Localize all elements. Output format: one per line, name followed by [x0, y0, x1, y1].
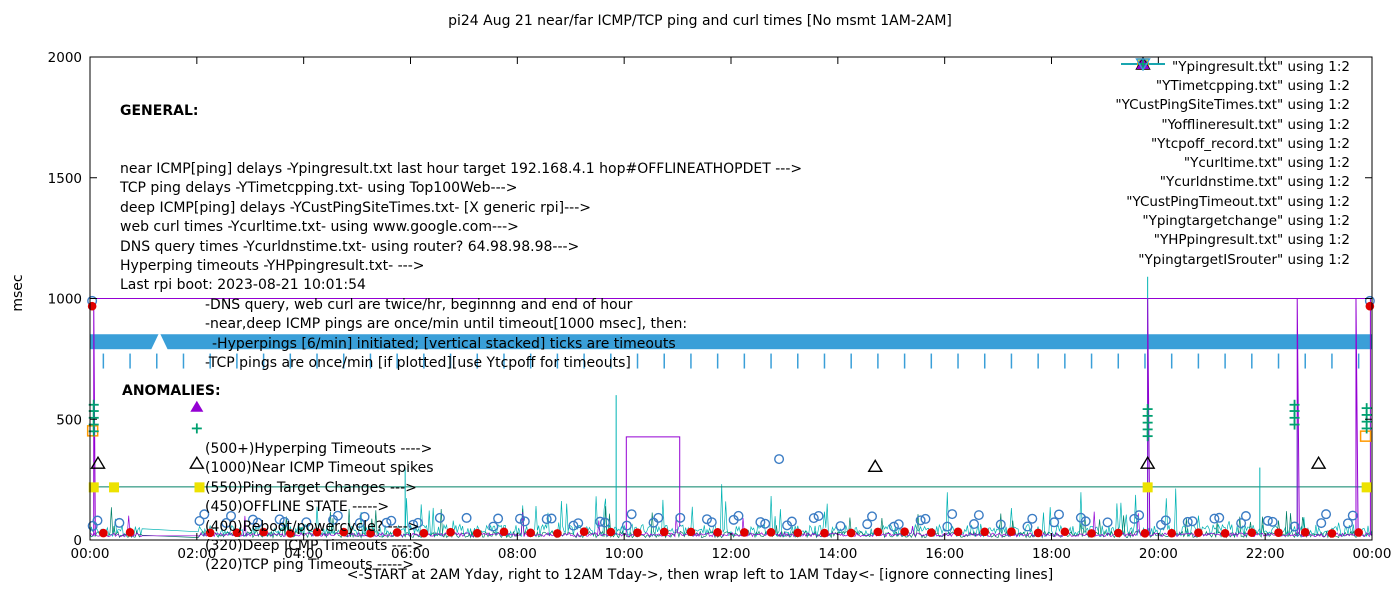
anomaly-lines: (500+)Hyperping Timeouts ----> (1000)Near…	[205, 440, 434, 576]
x-axis-label: <-START at 2AM Yday, right to 12AM Tday-…	[346, 567, 1054, 583]
legend-label: "YTimetcpping.txt" using 1:2	[1155, 77, 1350, 94]
legend-row: "YCustPingTimeout.txt" using 1:2	[1115, 57, 1358, 211]
legend-row: "YHPpingresult.txt" using 1:2	[1115, 59, 1358, 250]
x-tick-label: 00:00	[1353, 546, 1392, 562]
general-line: Hyperping timeouts -YHPpingresult.txt- -…	[120, 258, 425, 275]
legend-label: "Ycurltime.txt" using 1:2	[1183, 155, 1350, 172]
x-tick-label: 12:00	[712, 546, 751, 562]
anomaly-line: (320)Deep ICMP Timeouts ---->	[205, 538, 424, 555]
anomalies-annotations: ANOMALIES: (500+)Hyperping Timeouts ----…	[122, 343, 434, 600]
x-tick-label: 16:00	[925, 546, 964, 562]
general-heading: GENERAL:	[120, 102, 199, 119]
y-tick-label: 0	[73, 533, 82, 549]
legend-label: "Yofflineresult.txt" using 1:2	[1161, 116, 1350, 133]
general-line: DNS query times -Ycurldnstime.txt- using…	[120, 238, 580, 255]
legend-label: "YCustPingSiteTimes.txt" using 1:2	[1115, 97, 1350, 114]
anomaly-line: (500+)Hyperping Timeouts ---->	[205, 441, 433, 458]
x-tick-label: 06:00	[391, 546, 430, 562]
x-tick-label: 04:00	[284, 546, 323, 562]
y-tick-label: 2000	[48, 50, 82, 66]
general-line: TCP ping delays -YTimetcpping.txt- using…	[120, 180, 518, 197]
anomaly-line: (400)Reboot/powercycle? ---->	[205, 518, 420, 535]
legend-row: "Ypingtargetchange" using 1:2	[1115, 58, 1358, 230]
x-tick-label: 18:00	[1032, 546, 1071, 562]
general-line: Last rpi boot: 2023-08-21 10:01:54	[120, 277, 366, 294]
legend-row: "Yofflineresult.txt" using 1:2	[1115, 58, 1358, 134]
anomaly-line: (550)Ping Target Changes --->	[205, 479, 417, 496]
x-tick-label: 14:00	[818, 546, 857, 562]
general-line: -near,deep ICMP pings are once/min until…	[205, 316, 688, 333]
x-tick-label: 20:00	[1139, 546, 1178, 562]
general-line: -DNS query, web curl are twice/hr, begin…	[205, 296, 633, 313]
legend-label: "Ytcpoff_record.txt" using 1:2	[1150, 135, 1350, 152]
general-line: deep ICMP[ping] delays -YCustPingSiteTim…	[120, 199, 591, 216]
legend-row: "Ytcpoff_record.txt" using 1:2	[1115, 59, 1358, 153]
y-tick-label: 500	[56, 412, 82, 428]
x-tick-label: 08:00	[498, 546, 537, 562]
general-line: web curl times -Ycurltime.txt- using www…	[120, 219, 519, 236]
legend-label: "Ypingresult.txt" using 1:2	[1172, 58, 1350, 75]
legend-label: "Ypingtargetchange" using 1:2	[1142, 213, 1350, 230]
ping-event	[1296, 298, 1300, 534]
y-tick-label: 1500	[48, 171, 82, 187]
legend-row: "YTimetcpping.txt" using 1:2	[1115, 63, 1358, 95]
general-line: near ICMP[ping] delays -Ypingresult.txt …	[120, 161, 803, 178]
anomaly-line: (220)TCP ping Timeouts ----->	[205, 557, 414, 574]
ping-event	[1355, 298, 1359, 534]
anomalies-heading: ANOMALIES:	[122, 382, 221, 399]
tcp_baseline	[89, 506, 1373, 539]
legend-label: "Ycurldnstime.txt" using 1:2	[1159, 174, 1350, 191]
legend-label: "YpingtargetISrouter" using 1:2	[1138, 251, 1350, 268]
legend-row: "Ycurldnstime.txt" using 1:2	[1115, 59, 1358, 192]
isrouter-band	[90, 334, 1372, 350]
general-line: -TCP pings are once/min [if plotted][use…	[205, 355, 631, 372]
general-line: -Hyperpings [6/min] initiated; [vertical…	[212, 335, 676, 352]
legend-row: "YCustPingSiteTimes.txt" using 1:2	[1115, 63, 1358, 115]
ping-event	[1147, 298, 1151, 534]
anomaly-line: (1000)Near ICMP Timeout spikes	[205, 460, 434, 477]
x-tick-label: 22:00	[1246, 546, 1285, 562]
x-tick-label: 00:00	[71, 546, 110, 562]
no-msmt-gap	[150, 332, 169, 352]
anomaly-line: (450)OFFLINE STATE ----->	[205, 499, 390, 516]
legend-label: "YHPpingresult.txt" using 1:2	[1153, 232, 1350, 249]
legend-row: "YpingtargetISrouter" using 1:2	[1115, 58, 1358, 269]
general-annotations: GENERAL: near ICMP[ping] delays -Ypingre…	[120, 63, 802, 412]
y-tick-label: 1000	[48, 292, 82, 308]
x-tick-label: 10:00	[605, 546, 644, 562]
chart-title: pi24 Aug 21 near/far ICMP/TCP ping and c…	[448, 13, 952, 29]
legend-row: "Ycurltime.txt" using 1:2	[1115, 58, 1358, 172]
ping-event	[625, 436, 681, 533]
general-lines: near ICMP[ping] delays -Ypingresult.txt …	[120, 160, 802, 373]
legend: "Ypingresult.txt" using 1:2 "YTimetcpping…	[1115, 57, 1358, 269]
x-tick-label: 02:00	[177, 546, 216, 562]
legend-label: "YCustPingTimeout.txt" using 1:2	[1126, 193, 1350, 210]
triangle-down-open-legend-icon	[1135, 58, 1152, 71]
